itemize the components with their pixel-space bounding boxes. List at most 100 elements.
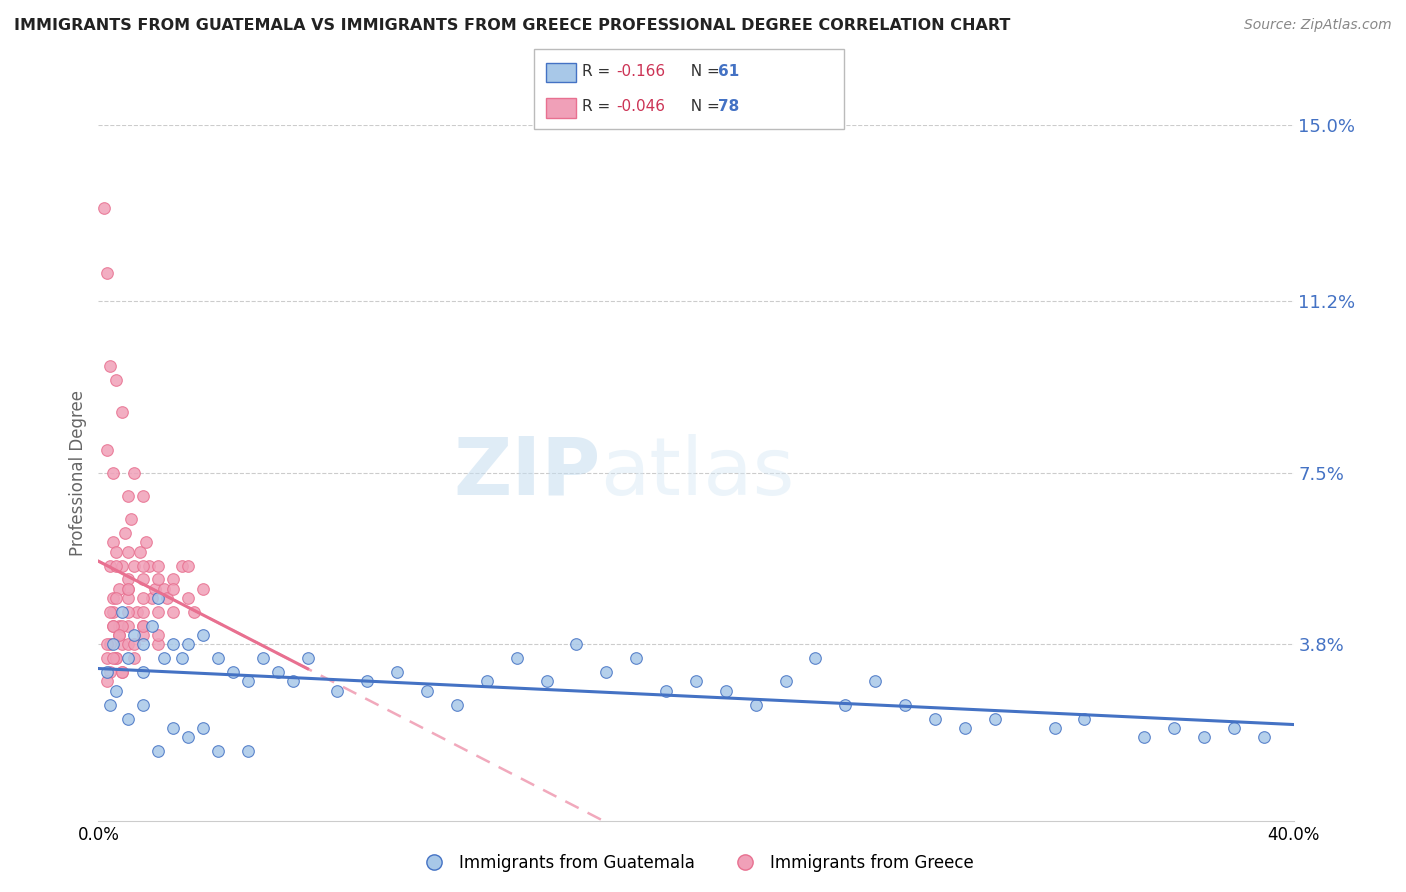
Point	[385, 665, 409, 680]
Point	[624, 651, 647, 665]
Point	[162, 582, 184, 596]
Point	[138, 558, 160, 573]
Point	[120, 512, 142, 526]
Point	[96, 637, 118, 651]
Point	[714, 683, 737, 698]
Point	[132, 628, 155, 642]
Point	[132, 605, 155, 619]
Point	[162, 721, 184, 735]
Point	[148, 573, 170, 587]
Point	[103, 605, 125, 619]
Point	[117, 544, 139, 558]
Point	[132, 489, 155, 503]
Point	[953, 721, 976, 735]
Point	[148, 591, 170, 605]
Point	[1043, 721, 1066, 735]
Point	[105, 651, 128, 665]
Point	[207, 651, 229, 665]
Point	[93, 202, 115, 216]
Point	[148, 744, 170, 758]
Point	[105, 544, 128, 558]
Point	[98, 698, 122, 712]
Text: 78: 78	[718, 99, 740, 114]
Point	[475, 674, 498, 689]
Point	[117, 651, 139, 665]
Point	[98, 359, 122, 373]
Point	[183, 605, 205, 619]
Point	[222, 665, 245, 680]
Point	[983, 712, 1005, 726]
Point	[124, 637, 146, 651]
Point	[129, 544, 152, 558]
Point	[281, 674, 304, 689]
Point	[98, 637, 122, 651]
Point	[108, 619, 131, 633]
Legend: Immigrants from Guatemala, Immigrants from Greece: Immigrants from Guatemala, Immigrants fr…	[411, 847, 981, 879]
Point	[108, 628, 131, 642]
Point	[506, 651, 529, 665]
Text: IMMIGRANTS FROM GUATEMALA VS IMMIGRANTS FROM GREECE PROFESSIONAL DEGREE CORRELAT: IMMIGRANTS FROM GUATEMALA VS IMMIGRANTS …	[14, 18, 1011, 33]
Point	[148, 605, 170, 619]
Point	[96, 674, 118, 689]
Point	[103, 466, 125, 480]
Text: -0.046: -0.046	[616, 99, 665, 114]
Y-axis label: Professional Degree: Professional Degree	[69, 390, 87, 556]
Point	[103, 619, 125, 633]
Point	[117, 619, 139, 633]
Point	[267, 665, 290, 680]
Point	[127, 605, 149, 619]
Point	[98, 605, 122, 619]
Point	[132, 591, 155, 605]
Point	[103, 591, 125, 605]
Point	[834, 698, 856, 712]
Point	[124, 558, 146, 573]
Text: R =: R =	[582, 64, 616, 79]
Point	[595, 665, 617, 680]
Text: N =: N =	[681, 99, 724, 114]
Point	[1163, 721, 1185, 735]
Text: atlas: atlas	[600, 434, 794, 512]
Point	[894, 698, 917, 712]
Point	[108, 628, 131, 642]
Point	[1253, 730, 1275, 744]
Point	[162, 573, 184, 587]
Point	[117, 573, 139, 587]
Text: -0.166: -0.166	[616, 64, 665, 79]
Point	[775, 674, 797, 689]
Point	[108, 582, 131, 596]
Point	[96, 266, 118, 280]
Point	[156, 591, 179, 605]
Point	[111, 605, 134, 619]
Point	[132, 558, 155, 573]
Point	[148, 558, 170, 573]
Point	[356, 674, 378, 689]
Point	[153, 651, 176, 665]
Point	[105, 683, 128, 698]
Point	[111, 637, 134, 651]
Point	[103, 535, 125, 549]
Point	[1073, 712, 1095, 726]
Point	[236, 674, 259, 689]
Point	[252, 651, 274, 665]
Point	[685, 674, 707, 689]
Point	[117, 605, 139, 619]
Point	[143, 582, 166, 596]
Point	[132, 619, 155, 633]
Point	[111, 665, 134, 680]
Point	[96, 665, 118, 680]
Point	[207, 744, 229, 758]
Point	[863, 674, 886, 689]
Point	[416, 683, 439, 698]
Point	[141, 591, 163, 605]
Point	[177, 591, 200, 605]
Point	[117, 582, 139, 596]
Text: ZIP: ZIP	[453, 434, 600, 512]
Text: N =: N =	[681, 64, 724, 79]
Point	[745, 698, 768, 712]
Point	[96, 442, 118, 457]
Text: Source: ZipAtlas.com: Source: ZipAtlas.com	[1244, 18, 1392, 32]
Point	[148, 628, 170, 642]
Point	[153, 582, 176, 596]
Point	[655, 683, 678, 698]
Point	[132, 698, 155, 712]
